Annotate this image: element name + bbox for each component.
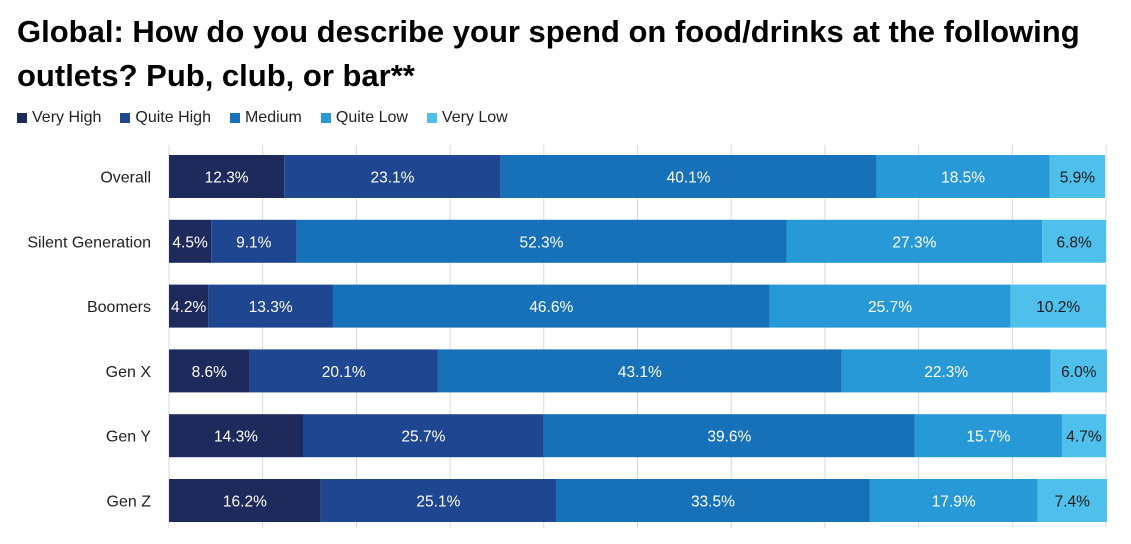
- legend-label-very-high: Very High: [32, 109, 102, 126]
- data-label: 7.4%: [1055, 494, 1091, 511]
- data-label: 46.6%: [529, 299, 573, 316]
- bar-segment: [1050, 349, 1107, 393]
- data-label: 25.1%: [416, 494, 460, 511]
- data-label: 9.1%: [236, 234, 272, 251]
- data-label: 25.7%: [868, 299, 912, 316]
- category-label: Gen Z: [107, 494, 152, 511]
- data-label: 17.9%: [932, 494, 976, 511]
- bar-segment: [786, 219, 1043, 263]
- bar-segment: [1010, 284, 1106, 328]
- bar-segment: [914, 414, 1062, 458]
- bar-segment: [500, 155, 877, 198]
- category-label: Boomers: [87, 299, 151, 316]
- legend-swatch-medium: [229, 113, 240, 123]
- bar-segment: [302, 414, 544, 458]
- data-label: 40.1%: [667, 170, 711, 187]
- bar-segment: [1042, 219, 1106, 263]
- data-label: 4.5%: [172, 234, 208, 251]
- data-label: 5.9%: [1060, 170, 1096, 187]
- data-label: 6.8%: [1056, 234, 1092, 251]
- bar-segment: [169, 284, 209, 328]
- legend-swatch-very-high: [17, 113, 27, 123]
- data-label: 15.7%: [966, 429, 1010, 446]
- data-label: 16.2%: [223, 494, 267, 511]
- data-label: 52.3%: [519, 234, 563, 251]
- bar-segment: [284, 155, 501, 198]
- category-label: Overall: [100, 170, 151, 187]
- category-label: Gen Y: [106, 429, 151, 446]
- data-label: 13.3%: [249, 299, 293, 316]
- bar-segment: [1049, 155, 1106, 198]
- bar-segment: [437, 349, 842, 393]
- bar-segment: [543, 414, 915, 458]
- data-label: 8.6%: [192, 364, 228, 381]
- data-label: 18.5%: [941, 170, 985, 187]
- data-label: 43.1%: [618, 364, 662, 381]
- legend-item-medium: Medium: [229, 109, 302, 127]
- bar-segment: [841, 349, 1051, 393]
- bar-segment: [1037, 479, 1107, 522]
- bar-segment: [169, 414, 303, 458]
- bar-segment: [769, 284, 1011, 328]
- bar-segment: [1061, 414, 1106, 458]
- bar-segment: [169, 349, 250, 393]
- data-label: 22.3%: [924, 364, 968, 381]
- category-label: Silent Generation: [27, 234, 151, 251]
- data-label: 33.5%: [691, 494, 735, 511]
- legend-label-quite-low: Quite Low: [335, 109, 408, 126]
- legend-swatch-quite-low: [320, 113, 331, 123]
- data-label: 14.3%: [214, 429, 258, 446]
- bar-segment: [249, 349, 438, 393]
- legend-swatch-very-low: [426, 113, 437, 123]
- legend-swatch-quite-high: [120, 113, 131, 123]
- data-label: 25.7%: [401, 429, 445, 446]
- legend-label-medium: Medium: [244, 109, 302, 126]
- legend-item-very-high: Very High: [17, 109, 101, 127]
- bar-segment: [211, 219, 297, 263]
- data-label: 10.2%: [1036, 299, 1080, 316]
- bar-segment: [332, 284, 770, 328]
- bar-segment: [169, 479, 321, 522]
- chart-title: Global: How do you describe your spend o…: [17, 14, 1080, 93]
- data-label: 12.3%: [205, 170, 249, 187]
- bar-segment: [869, 479, 1038, 522]
- bar-segment: [320, 479, 556, 522]
- data-label: 6.0%: [1061, 364, 1097, 381]
- data-label: 20.1%: [322, 364, 366, 381]
- legend-item-quite-low: Quite Low: [320, 109, 408, 127]
- legend-label-very-low: Very Low: [441, 109, 508, 126]
- data-label: 39.6%: [707, 429, 751, 446]
- bar-segment: [296, 219, 787, 263]
- legend-item-quite-high: Quite High: [120, 109, 211, 127]
- legend: Very High Quite High Medium Quite Low Ve…: [17, 109, 527, 127]
- category-label: Gen X: [106, 364, 152, 381]
- bar-segment: [555, 479, 870, 522]
- data-label: 23.1%: [370, 170, 414, 187]
- data-label: 27.3%: [892, 234, 936, 251]
- bar-segment: [876, 155, 1050, 198]
- data-label: 4.2%: [171, 299, 207, 316]
- data-label: 4.7%: [1066, 429, 1102, 446]
- legend-item-very-low: Very Low: [426, 109, 508, 127]
- bar-segment: [169, 155, 285, 198]
- legend-label-quite-high: Quite High: [135, 109, 211, 126]
- bar-segment: [208, 284, 333, 328]
- bar-segment: [169, 219, 212, 263]
